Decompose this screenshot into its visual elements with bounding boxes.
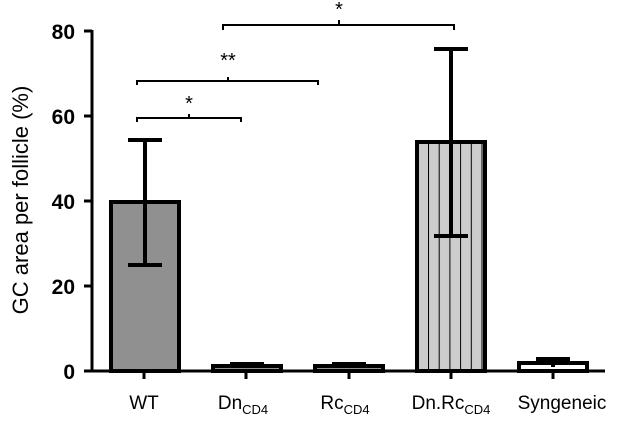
bars	[109, 140, 589, 373]
y-axis: 80 60 40 20 0 GC area per follicle (%)	[8, 21, 94, 384]
y-tick-40: 40	[52, 191, 75, 214]
y-axis-label: GC area per follicle (%)	[8, 86, 33, 315]
y-tick-0: 0	[63, 361, 75, 384]
y-tick-20: 20	[52, 276, 75, 299]
x-label-dn-cd4: DnCD4	[218, 393, 268, 417]
y-tick-80: 80	[52, 21, 75, 44]
x-label-wt: WT	[129, 393, 159, 414]
x-label-syngeneic: Syngeneic	[518, 393, 607, 414]
x-label-dn-rc-cd4: Dn.RcCD4	[412, 393, 491, 417]
y-tick-60: 60	[52, 106, 75, 129]
significance-brackets	[136, 20, 455, 122]
significance-label-wt-dn: *	[185, 93, 193, 115]
significance-label-dn-dnrc: *	[335, 0, 343, 21]
significance-label-wt-rc: **	[220, 50, 236, 72]
x-label-rc-cd4: RcCD4	[320, 393, 369, 417]
error-bars	[128, 47, 570, 368]
